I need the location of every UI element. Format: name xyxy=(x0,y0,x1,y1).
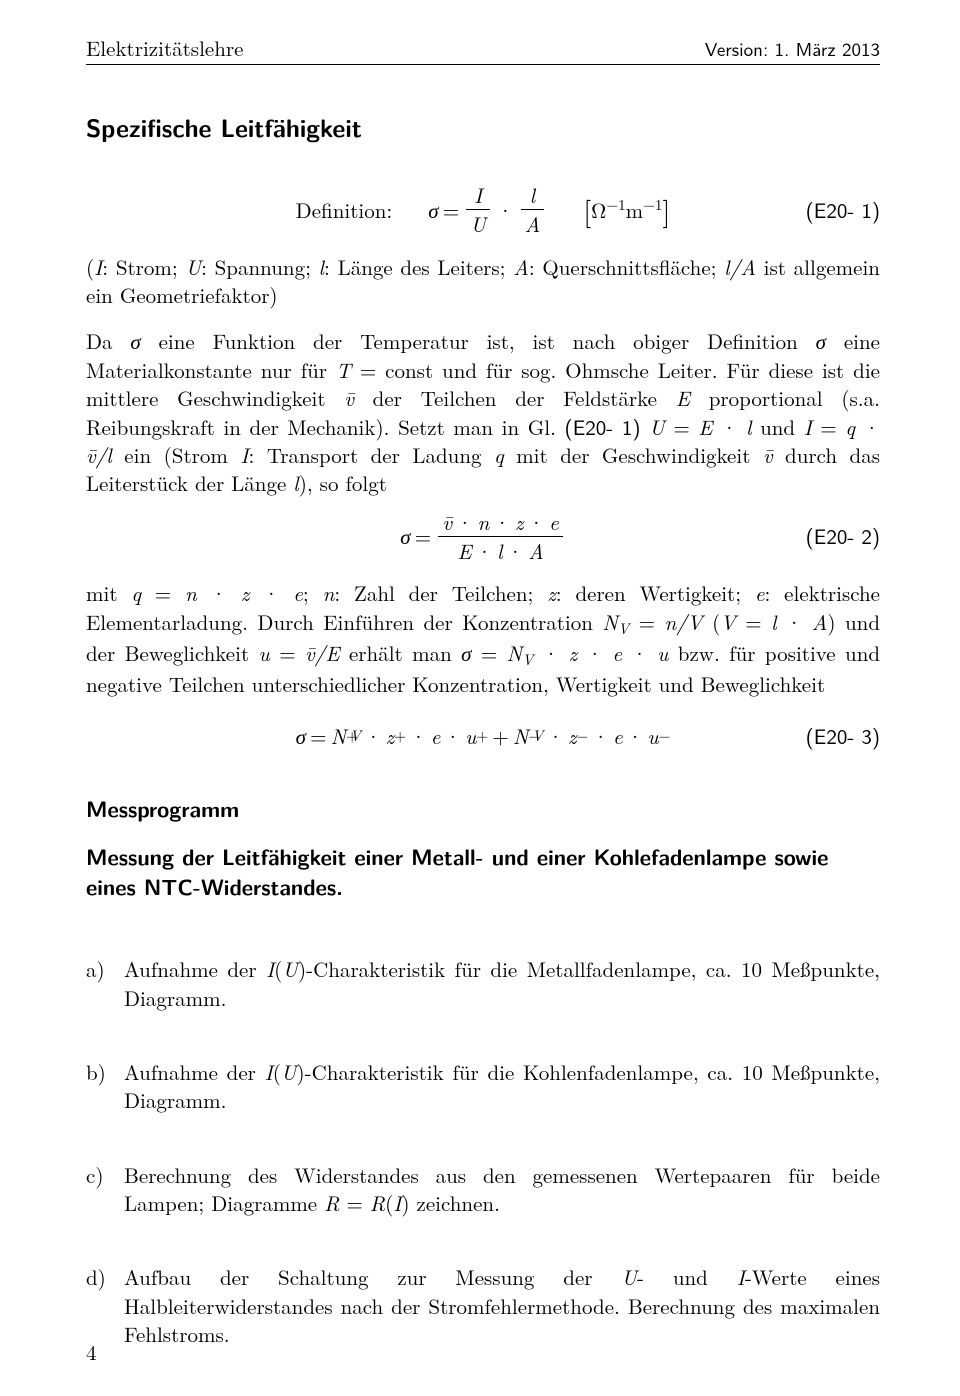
page: Elektrizitätslehre Version: 1. März 2013… xyxy=(0,0,960,1396)
header-version: Version: 1. März 2013 xyxy=(705,36,880,62)
page-header: Elektrizitätslehre Version: 1. März 2013 xyxy=(86,34,880,65)
header-title: Elektrizitätslehre xyxy=(86,34,243,62)
task-content: Aufnahme der I(U)-Charakteristik für die… xyxy=(124,1058,880,1115)
eq1-label: (E20- 1) xyxy=(806,196,880,224)
task-marker: a) xyxy=(86,955,124,1012)
eq1-frac1: I U xyxy=(466,181,490,239)
para-3: mit q = n · z · e; n: Zahl der Teilchen;… xyxy=(86,579,880,698)
eq1-prefix: Definition: xyxy=(296,196,393,224)
equation-2: σ = v̄·n·z·e E·l·A (E20- 2) xyxy=(86,508,880,566)
equation-3: σ = N+V · z+ · e · u+ + N−V · z− · e · u… xyxy=(86,708,880,764)
eq2-label: (E20- 2) xyxy=(806,522,880,550)
task-marker: b) xyxy=(86,1058,124,1115)
page-number: 4 xyxy=(86,1338,97,1366)
para-2: Da σ eine Funktion der Temperatur ist, i… xyxy=(86,327,880,497)
task-content: Aufnahme der I(U)-Charakteristik für die… xyxy=(124,955,880,1012)
task-marker: d) xyxy=(86,1263,124,1348)
task-item: c) Berechnung des Widerstandes aus den g… xyxy=(86,1161,880,1218)
task-content: Berechnung des Widerstandes aus den geme… xyxy=(124,1161,880,1218)
eq3-label: (E20- 3) xyxy=(806,722,880,750)
eq1-sigma: σ xyxy=(428,196,438,224)
task-content: Aufbau der Schaltung zur Messung der U- … xyxy=(124,1263,880,1348)
eq2-frac: v̄·n·z·e E·l·A xyxy=(438,508,562,566)
eq1-frac2: l A xyxy=(521,181,545,239)
task-item: b) Aufnahme der I(U)-Charakteristik für … xyxy=(86,1058,880,1115)
task-heading: Messung der Leitfähigkeit einer Metall- … xyxy=(86,842,880,901)
task-item: d) Aufbau der Schaltung zur Messung der … xyxy=(86,1263,880,1348)
task-list: a) Aufnahme der I(U)-Charakteristik für … xyxy=(86,955,880,1348)
eq1-dot: · xyxy=(497,196,513,224)
eq1-eq: = xyxy=(443,196,459,224)
eq1-unit: [Ω−1m−1] xyxy=(583,191,670,229)
task-marker: c) xyxy=(86,1161,124,1218)
task-item: a) Aufnahme der I(U)-Charakteristik für … xyxy=(86,955,880,1012)
section-title: Spezifische Leitfähigkeit xyxy=(86,111,880,145)
para-1: (I: Strom; U: Spannung; l: Länge des Lei… xyxy=(86,253,880,310)
messprogramm-heading: Messprogramm xyxy=(86,794,880,824)
equation-1: Definition: σ = I U · l A [Ω−1m−1] (E20-… xyxy=(86,181,880,239)
